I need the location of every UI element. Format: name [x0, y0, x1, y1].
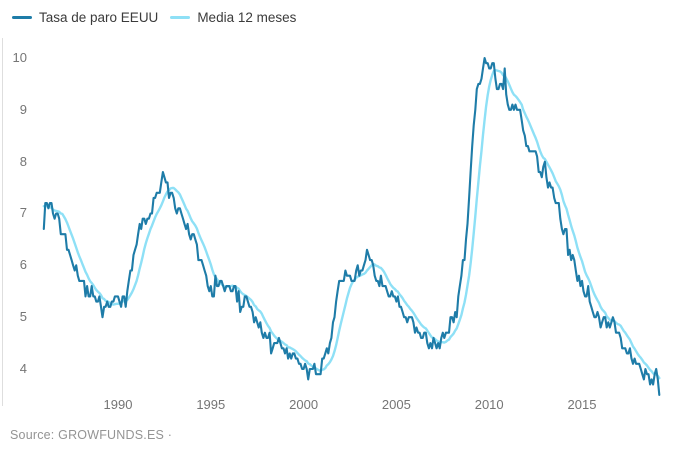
y-tick-label: 7	[19, 205, 27, 221]
y-tick-label: 9	[19, 101, 27, 117]
legend-label-tasa: Tasa de paro EEUU	[39, 10, 159, 25]
x-tick-label: 1995	[196, 397, 226, 412]
x-tick-label: 2005	[381, 397, 411, 412]
legend-swatch-media-icon	[170, 15, 191, 20]
x-tick-label: 2015	[567, 397, 597, 412]
series-line-tasa-de-paro	[42, 56, 661, 396]
source-attribution: Source: GROWFUNDS.ES ·	[10, 428, 173, 442]
x-tick-label: 2010	[474, 397, 504, 412]
legend-item-tasa[interactable]: Tasa de paro EEUU	[12, 9, 158, 26]
chart-legend: Tasa de paro EEUU Media 12 meses	[12, 9, 296, 26]
y-tick-label: 8	[19, 153, 27, 169]
legend-swatch-tasa-icon	[12, 15, 32, 20]
y-tick-label: 10	[12, 50, 27, 65]
series-line-media-12-meses	[42, 68, 661, 380]
x-tick-label: 2000	[289, 397, 319, 412]
y-tick-label: 4	[19, 360, 27, 376]
y-tick-label: 6	[19, 257, 27, 273]
x-tick-label: 1990	[103, 397, 133, 412]
y-tick-label: 5	[19, 309, 27, 325]
legend-label-media: Media 12 meses	[197, 10, 297, 25]
legend-item-media[interactable]: Media 12 meses	[170, 9, 296, 26]
